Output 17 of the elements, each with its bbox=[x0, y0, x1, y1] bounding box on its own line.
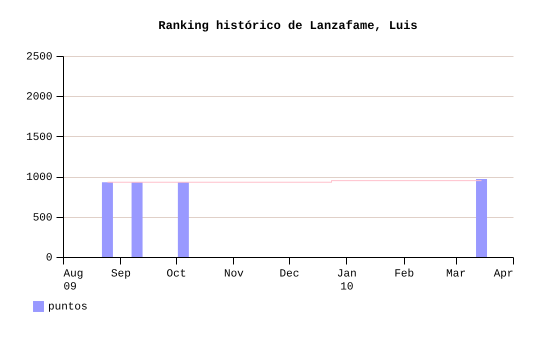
x-tick-label: Mar bbox=[446, 268, 466, 280]
y-tick-label: 0 bbox=[46, 252, 52, 264]
y-tick-label: 1000 bbox=[26, 172, 52, 184]
x-tick-label: Nov bbox=[224, 268, 244, 280]
x-tick-label: Aug 09 bbox=[64, 268, 84, 294]
x-tick-label: Oct bbox=[166, 268, 186, 280]
legend-label: puntos bbox=[48, 302, 88, 314]
y-tick-label: 2000 bbox=[26, 92, 52, 104]
x-tick-label: Dec bbox=[280, 268, 300, 280]
x-tick-label: Apr bbox=[494, 268, 514, 280]
y-tick-label: 500 bbox=[32, 212, 52, 224]
y-tick-label: 2500 bbox=[26, 52, 52, 64]
x-tick-label: Sep bbox=[111, 268, 131, 280]
x-tick-label: Jan 10 bbox=[336, 268, 357, 294]
x-tick-label: Feb bbox=[394, 268, 414, 280]
chart-title: Ranking histórico de Lanzafame, Luis bbox=[158, 19, 418, 33]
y-tick-label: 1500 bbox=[26, 132, 52, 144]
